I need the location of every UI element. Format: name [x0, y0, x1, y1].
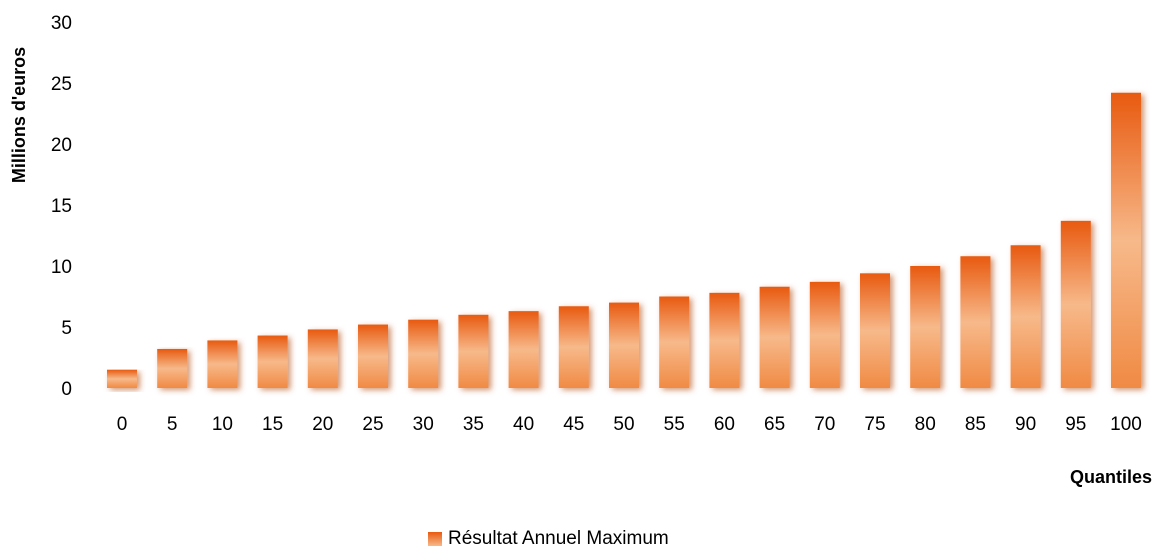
x-tick-label: 90 [1015, 414, 1036, 435]
bar [910, 266, 941, 388]
x-tick-label: 70 [814, 414, 835, 435]
x-tick-label: 40 [513, 414, 534, 435]
bar [609, 302, 639, 388]
y-tick-label: 30 [51, 13, 72, 34]
bar [207, 340, 238, 388]
y-axis-title: Millions d'euros [9, 47, 29, 183]
bar [960, 256, 991, 388]
x-tick-label: 65 [764, 414, 785, 435]
x-tick-label: 25 [362, 414, 383, 435]
bar [709, 292, 740, 388]
bar [759, 286, 790, 388]
y-tick-label: 0 [61, 379, 72, 400]
x-tick-label: 45 [563, 414, 584, 435]
bar [508, 311, 539, 388]
bar [558, 306, 589, 388]
x-tick-label: 30 [413, 414, 434, 435]
bars [107, 92, 1141, 388]
x-axis-ticks: 0 5 10 15 20 25 30 35 40 45 50 55 60 65 70 75 80 85 90 95 10… [117, 414, 1142, 435]
x-tick-label: 50 [613, 414, 634, 435]
bar [257, 335, 288, 388]
legend: Résultat Annuel Maximum [428, 528, 669, 550]
x-tick-label: 55 [664, 414, 685, 435]
x-tick-label: 5 [167, 414, 178, 435]
bar [860, 273, 890, 388]
x-tick-label: 60 [714, 414, 735, 435]
y-tick-label: 10 [51, 257, 72, 278]
x-tick-label: 15 [262, 414, 283, 435]
legend-label: Résultat Annuel Maximum [448, 528, 669, 549]
bar [1010, 245, 1041, 388]
y-tick-label: 5 [61, 318, 72, 339]
x-tick-label: 100 [1110, 414, 1142, 435]
y-tick-label: 15 [51, 196, 72, 217]
bar [157, 348, 188, 388]
x-tick-label: 10 [212, 414, 233, 435]
x-tick-label: 95 [1065, 414, 1086, 435]
bar [307, 329, 338, 388]
bar [809, 281, 840, 388]
bar [358, 324, 388, 388]
x-tick-label: 20 [312, 414, 333, 435]
y-axis-ticks: 0 5 10 15 20 25 30 [51, 13, 72, 400]
x-tick-label: 35 [463, 414, 484, 435]
x-tick-label: 80 [915, 414, 936, 435]
legend-swatch [428, 532, 442, 546]
y-tick-label: 20 [51, 135, 72, 156]
x-tick-label: 0 [117, 414, 128, 435]
bar [107, 369, 137, 388]
bar [1060, 220, 1091, 388]
y-tick-label: 25 [51, 74, 72, 95]
x-tick-label: 85 [965, 414, 986, 435]
bar [659, 296, 690, 388]
bar [458, 314, 489, 388]
bar [408, 319, 439, 388]
x-tick-label: 75 [864, 414, 885, 435]
x-axis-title: Quantiles [1070, 467, 1152, 487]
bar [1111, 92, 1141, 388]
